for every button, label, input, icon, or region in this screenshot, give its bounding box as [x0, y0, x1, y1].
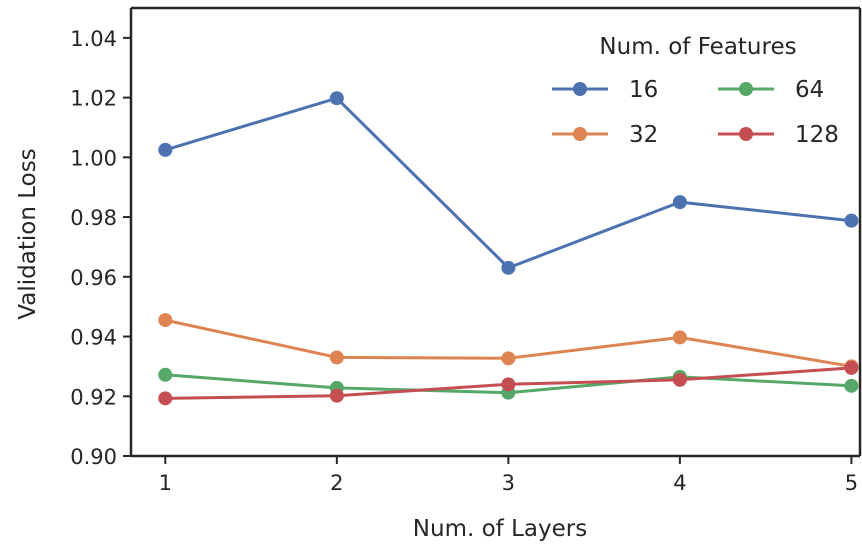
data-point-128	[844, 360, 859, 375]
legend-label-16: 16	[629, 77, 658, 103]
y-tick-label: 0.98	[70, 206, 117, 230]
legend-label-32: 32	[629, 122, 658, 148]
y-tick-label: 1.04	[70, 27, 117, 51]
legend-marker-16	[573, 82, 587, 96]
series-points	[158, 91, 859, 406]
y-tick-label: 0.94	[70, 326, 117, 350]
data-point-128	[501, 377, 516, 392]
y-tick-label: 0.90	[70, 445, 117, 469]
legend-marker-64	[739, 82, 753, 96]
data-point-16	[672, 195, 687, 210]
y-tick-label: 1.00	[70, 146, 117, 170]
data-point-16	[501, 260, 516, 275]
x-axis-title: Num. of Layers	[413, 516, 587, 542]
data-point-32	[672, 330, 687, 345]
x-tick-label: 2	[330, 471, 343, 495]
series-line-16	[164, 96, 852, 270]
data-point-32	[501, 351, 516, 366]
axes	[129, 6, 862, 458]
data-point-16	[158, 142, 173, 157]
ticks: 0.90 0.92 0.94 0.96 0.98 1.00 1.02 1.04 1 2 3 4 5	[70, 27, 858, 495]
data-point-128	[158, 391, 173, 406]
data-point-32	[158, 313, 173, 328]
data-point-128	[672, 372, 687, 387]
data-point-16	[844, 213, 859, 228]
data-point-64	[158, 367, 173, 382]
y-axis-title: Validation Loss	[15, 148, 41, 319]
y-tick-label: 0.96	[70, 266, 117, 290]
x-tick-label: 5	[845, 471, 858, 495]
legend-marker-32	[573, 127, 587, 141]
data-point-128	[329, 388, 344, 403]
y-tick-label: 1.02	[70, 87, 117, 111]
y-tick-label: 0.92	[70, 385, 117, 409]
legend-title: Num. of Features	[599, 34, 796, 60]
x-tick-label: 4	[673, 471, 686, 495]
x-tick-label: 1	[159, 471, 172, 495]
legend-label-128: 128	[795, 122, 839, 148]
data-point-32	[329, 350, 344, 365]
legend: Num. of Features 16 32 64 128	[552, 34, 839, 148]
data-point-64	[844, 378, 859, 393]
legend-marker-128	[739, 127, 753, 141]
legend-label-64: 64	[795, 77, 824, 103]
x-tick-label: 3	[502, 471, 515, 495]
data-point-16	[329, 91, 344, 106]
